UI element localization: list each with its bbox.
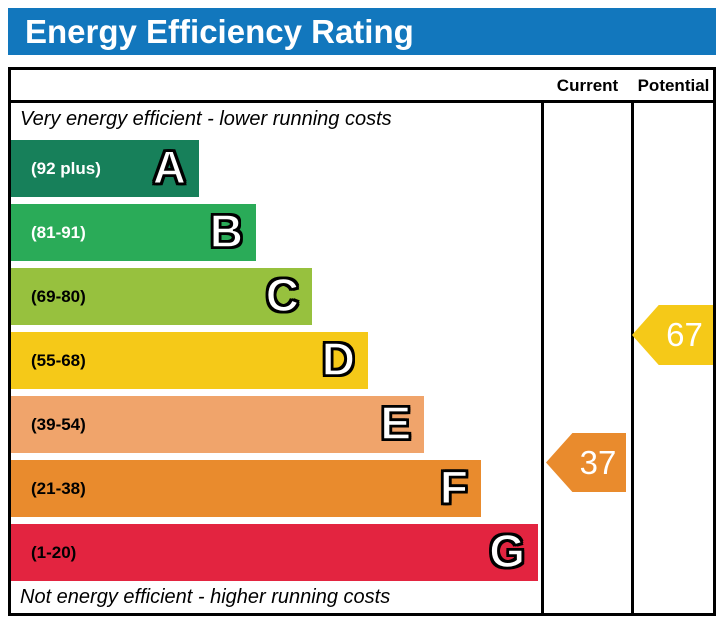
band-letter: A	[152, 140, 187, 194]
band-range-label: (81-91)	[31, 223, 86, 242]
current-column-header: Current	[556, 76, 619, 95]
band-range-label: (1-20)	[31, 543, 77, 562]
band-bar-c: (69-80) C	[11, 268, 312, 325]
band-letter: C	[265, 268, 300, 322]
page-title: Energy Efficiency Rating	[25, 12, 414, 50]
top-note: Very energy efficient - lower running co…	[20, 108, 392, 130]
band-row-a: (92 plus) A	[11, 140, 199, 197]
current-rating-marker: 37	[546, 433, 626, 492]
current-column-divider	[541, 70, 544, 613]
band-row-e: (39-54) E	[11, 396, 424, 453]
band-range-label: (21-38)	[31, 479, 86, 498]
band-bar-g: (1-20) G	[11, 524, 538, 581]
potential-column-header: Potential	[637, 76, 710, 95]
epc-rating-table: Current Potential Very energy efficient …	[8, 67, 716, 616]
band-letter: G	[488, 524, 525, 578]
band-letter: F	[439, 460, 469, 514]
band-range-label: (39-54)	[31, 415, 86, 434]
band-row-d: (55-68) D	[11, 332, 368, 389]
band-letter: B	[209, 204, 244, 258]
band-bar-e: (39-54) E	[11, 396, 424, 453]
band-bar-a: (92 plus) A	[11, 140, 199, 197]
band-row-c: (69-80) C	[11, 268, 312, 325]
bottom-note: Not energy efficient - higher running co…	[20, 586, 391, 608]
band-row-g: (1-20) G	[11, 524, 538, 581]
current-rating-value: 37	[579, 443, 617, 481]
band-bar-b: (81-91) B	[11, 204, 256, 261]
band-row-b: (81-91) B	[11, 204, 256, 261]
band-range-label: (55-68)	[31, 351, 86, 370]
title-bar: Energy Efficiency Rating	[8, 8, 716, 55]
band-range-label: (69-80)	[31, 287, 86, 306]
band-row-f: (21-38) F	[11, 460, 481, 517]
band-range-label: (92 plus)	[31, 159, 101, 178]
potential-column-divider	[631, 70, 634, 613]
band-letter: E	[380, 396, 412, 450]
table-header-row: Current Potential	[11, 70, 713, 103]
potential-rating-value: 67	[666, 316, 703, 353]
potential-rating-marker: 67	[632, 305, 713, 365]
band-bar-f: (21-38) F	[11, 460, 481, 517]
band-letter: D	[321, 332, 356, 386]
band-bar-d: (55-68) D	[11, 332, 368, 389]
